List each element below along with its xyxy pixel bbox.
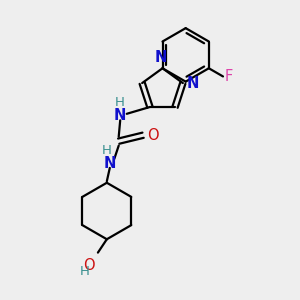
Text: O: O — [83, 258, 95, 273]
Text: H: H — [80, 265, 90, 278]
Text: H: H — [115, 96, 124, 110]
Text: N: N — [155, 50, 167, 65]
Text: N: N — [186, 76, 199, 91]
Text: N: N — [114, 108, 126, 123]
Text: N: N — [103, 156, 116, 171]
Text: F: F — [225, 69, 233, 84]
Text: O: O — [147, 128, 159, 143]
Text: H: H — [101, 144, 111, 157]
